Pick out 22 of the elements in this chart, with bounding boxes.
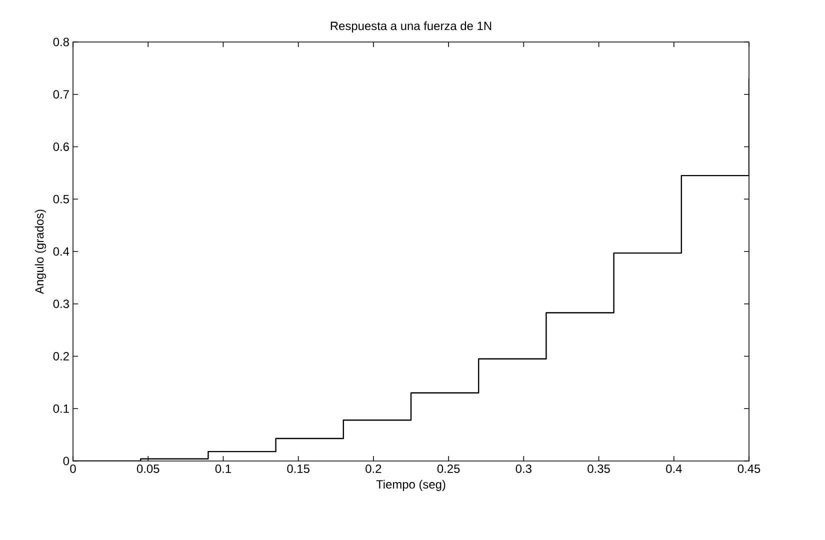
y-tick-label: 0.4 (53, 247, 70, 256)
y-tick-label: 0.3 (53, 300, 69, 308)
y-tick-label: 0.7 (53, 90, 69, 99)
chart-title: Respuesta a una fuerza de 1N (330, 21, 492, 32)
x-tick-label: 0.45 (738, 464, 760, 473)
x-tick-label: 0.1 (215, 464, 231, 473)
x-tick-label: 0.25 (437, 464, 460, 473)
x-tick-label: 0.05 (136, 464, 160, 473)
y-axis-title: Angulo (grados) (34, 210, 46, 294)
y-tick-label: 0 (63, 456, 70, 466)
x-tick-label: 0.2 (366, 464, 382, 473)
y-tick-label: 0.8 (53, 38, 69, 46)
x-tick-label: 0.3 (516, 464, 532, 473)
x-tick-label: 0.4 (666, 464, 682, 473)
y-tick-label: 0.6 (53, 142, 69, 151)
x-axis-title: Tiempo (seg) (376, 480, 446, 491)
x-tick-label: 0.35 (588, 464, 610, 473)
y-tick-label: 0.2 (53, 352, 69, 360)
y-tick-label: 0.5 (53, 194, 69, 204)
x-tick-label: 0 (70, 464, 76, 473)
x-tick-label: 0.15 (287, 464, 310, 473)
y-tick-label: 0.1 (53, 404, 69, 413)
